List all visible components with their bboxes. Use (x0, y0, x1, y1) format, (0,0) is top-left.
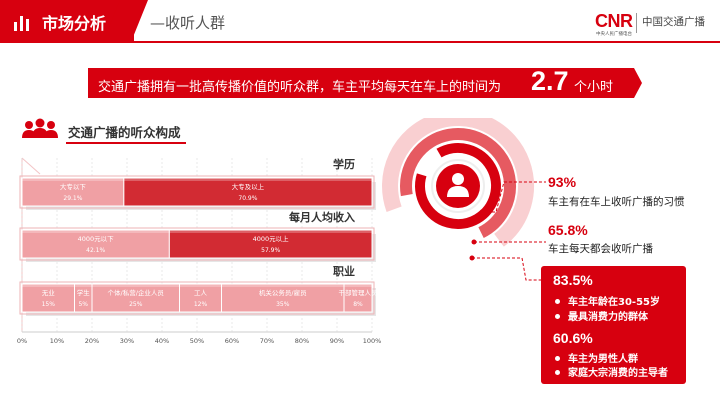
bar-highlight (22, 230, 170, 233)
bar-segment (221, 283, 345, 313)
bar-segment (91, 283, 180, 313)
page-subtitle: —收听人群 (150, 14, 226, 32)
segment-value-label: 42.1% (86, 247, 105, 254)
bar-frame (19, 175, 375, 209)
stat-description: 车主有在车上收听广播的习惯 (548, 196, 685, 208)
section-underline (66, 142, 186, 144)
banner-number: 2.7 (531, 66, 569, 96)
segment-label: 4000元以下 (78, 235, 115, 243)
x-tick-label: 100% (363, 337, 382, 345)
bar-highlight (123, 178, 372, 181)
x-tick-label: 40% (155, 337, 169, 345)
cnr-logo-caption: 中央人民广播电台 (596, 32, 632, 37)
segment-label: 大专以下 (60, 182, 87, 191)
x-tick-label: 80% (295, 337, 309, 345)
segment-label: 无业 (42, 288, 56, 297)
segment-label: 个体/私营/企业人员 (108, 288, 165, 297)
section-title: 交通广播的听众构成 (68, 125, 181, 140)
box-bullet: 最具消费力的群体 (555, 308, 648, 323)
segment-value-label: 57.9% (261, 247, 280, 254)
banner-text: 交通广播拥有一批高传播价值的听众群，车主平均每天在车上的时间为 (98, 80, 502, 95)
segment-value-label: 70.9% (238, 195, 257, 202)
segment-label: 大专及以上 (232, 182, 265, 191)
segment-value-label: 25% (129, 301, 143, 308)
channel-name: 中国交通广播 (642, 16, 705, 28)
segment-label: 学生 (77, 288, 91, 297)
stat-value: 65.8% (548, 222, 588, 238)
bar-highlight (22, 284, 75, 287)
bar-chart-icon (14, 16, 29, 31)
box-stat-value: 83.5% (553, 272, 593, 288)
bar-highlight (22, 178, 124, 181)
segment-label: 机关公务员/雇员 (259, 288, 307, 297)
segment-value-label: 29.1% (63, 195, 82, 202)
segment-value-label: 12% (194, 301, 208, 308)
bar-segment (21, 283, 75, 313)
segment-label: 干部管理人员 (339, 288, 379, 297)
segment-value-label: 5% (78, 301, 88, 308)
segment-label: 4000元以上 (253, 234, 290, 243)
segment-value-label: 8% (353, 301, 363, 308)
bar-segment (21, 229, 170, 259)
bar-segment (343, 283, 373, 313)
logo-divider (636, 13, 637, 33)
stat-value: 93% (548, 174, 577, 190)
cnr-logo: CNR (595, 11, 633, 31)
x-tick-label: 60% (225, 337, 239, 345)
box-bullet: 家庭大宗消费的主导者 (555, 364, 668, 379)
bar-segment (168, 229, 373, 259)
segment-value-label: 35% (276, 301, 290, 308)
bar-highlight (221, 284, 344, 287)
bar-highlight (74, 284, 92, 287)
bar-frame (19, 281, 375, 315)
group-title: 学历 (333, 157, 355, 171)
x-tick-label: 10% (50, 337, 64, 345)
highlight-box (541, 266, 686, 384)
bar-segment (179, 283, 222, 313)
bar-highlight (92, 284, 180, 287)
bar-segment (123, 177, 373, 207)
box-bullet: 车主年龄在30-55岁 (555, 293, 660, 308)
axis-frame (21, 157, 41, 175)
group-title: 每月人均收入 (289, 210, 355, 224)
bar-highlight (179, 284, 222, 287)
x-tick-label: 20% (85, 337, 99, 345)
x-tick-label: 0% (17, 337, 27, 345)
segment-label: 工人 (194, 289, 208, 297)
x-tick-label: 90% (330, 337, 344, 345)
user-icon (447, 173, 469, 197)
concentric-rings-graphic (382, 118, 534, 262)
bar-highlight (169, 230, 372, 233)
headline-banner (88, 68, 634, 98)
stat-description: 车主每天都会收听广播 (548, 243, 653, 255)
x-tick-label: 30% (120, 337, 134, 345)
leader-lines (469, 181, 546, 281)
bar-highlight (344, 284, 372, 287)
box-bullet: 车主为男性人群 (555, 350, 638, 365)
audience-icon (22, 118, 58, 138)
x-tick-label: 50% (190, 337, 204, 345)
bar-frame (19, 227, 375, 261)
segment-value-label: 15% (42, 301, 56, 308)
box-stat-value: 60.6% (553, 330, 593, 346)
banner-unit: 个小时 (574, 80, 614, 95)
header-divider (0, 41, 720, 43)
x-tick-label: 70% (260, 337, 274, 345)
page-title: 市场分析 (42, 14, 107, 33)
banner-arrow (634, 68, 642, 98)
group-title: 职业 (333, 264, 355, 278)
